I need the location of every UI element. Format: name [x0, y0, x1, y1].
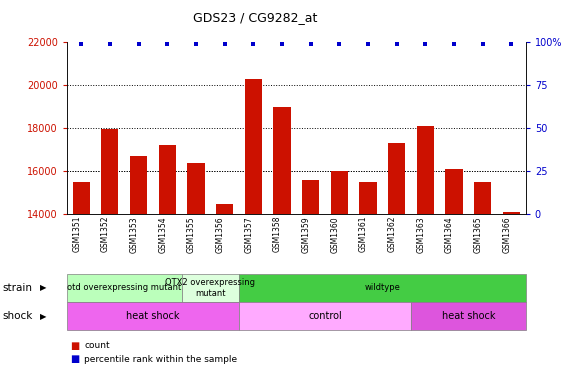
Point: [249, 41, 258, 47]
Text: count: count: [84, 341, 110, 350]
Text: GSM1354: GSM1354: [158, 216, 167, 253]
Bar: [388, 143, 406, 366]
Text: GSM1361: GSM1361: [359, 216, 368, 253]
Point: [163, 41, 172, 47]
Text: GSM1360: GSM1360: [331, 216, 339, 253]
Bar: [130, 156, 147, 366]
Point: [450, 41, 459, 47]
Text: strain: strain: [3, 283, 33, 293]
Bar: [360, 182, 376, 366]
Point: [191, 41, 200, 47]
Text: GSM1358: GSM1358: [273, 216, 282, 253]
Text: shock: shock: [3, 311, 33, 321]
Point: [478, 41, 487, 47]
Bar: [159, 145, 176, 366]
Bar: [101, 129, 119, 366]
Text: GSM1355: GSM1355: [187, 216, 196, 253]
Point: [306, 41, 315, 47]
Bar: [417, 126, 434, 366]
Bar: [474, 182, 492, 366]
Point: [421, 41, 430, 47]
Bar: [73, 182, 90, 366]
Text: GSM1362: GSM1362: [388, 216, 397, 253]
Text: otd overexpressing mutant: otd overexpressing mutant: [67, 283, 181, 292]
Text: GSM1364: GSM1364: [445, 216, 454, 253]
Bar: [446, 169, 462, 366]
Bar: [302, 180, 320, 366]
Bar: [187, 163, 205, 366]
Text: GSM1353: GSM1353: [130, 216, 138, 253]
Text: heat shock: heat shock: [126, 311, 180, 321]
Bar: [331, 171, 348, 366]
Text: percentile rank within the sample: percentile rank within the sample: [84, 355, 238, 364]
Text: ■: ■: [70, 341, 79, 351]
Point: [335, 41, 344, 47]
Text: GSM1352: GSM1352: [101, 216, 110, 253]
Bar: [503, 212, 520, 366]
Text: ▶: ▶: [40, 311, 46, 321]
Text: GSM1366: GSM1366: [503, 216, 511, 253]
Point: [220, 41, 229, 47]
Text: heat shock: heat shock: [442, 311, 495, 321]
Text: control: control: [308, 311, 342, 321]
Text: GSM1356: GSM1356: [216, 216, 225, 253]
Bar: [245, 79, 262, 366]
Point: [363, 41, 372, 47]
Text: GSM1351: GSM1351: [72, 216, 81, 253]
Point: [105, 41, 114, 47]
Text: GSM1359: GSM1359: [302, 216, 311, 253]
Text: GSM1357: GSM1357: [244, 216, 253, 253]
Bar: [274, 107, 290, 366]
Text: GSM1365: GSM1365: [474, 216, 483, 253]
Point: [134, 41, 143, 47]
Text: wildtype: wildtype: [364, 283, 400, 292]
Text: OTX2 overexpressing
mutant: OTX2 overexpressing mutant: [165, 278, 255, 298]
Text: ▶: ▶: [40, 283, 46, 292]
Text: GDS23 / CG9282_at: GDS23 / CG9282_at: [193, 11, 318, 24]
Bar: [216, 205, 233, 366]
Point: [77, 41, 86, 47]
Point: [392, 41, 401, 47]
Text: ■: ■: [70, 354, 79, 365]
Text: GSM1363: GSM1363: [417, 216, 425, 253]
Point: [507, 41, 516, 47]
Point: [277, 41, 286, 47]
